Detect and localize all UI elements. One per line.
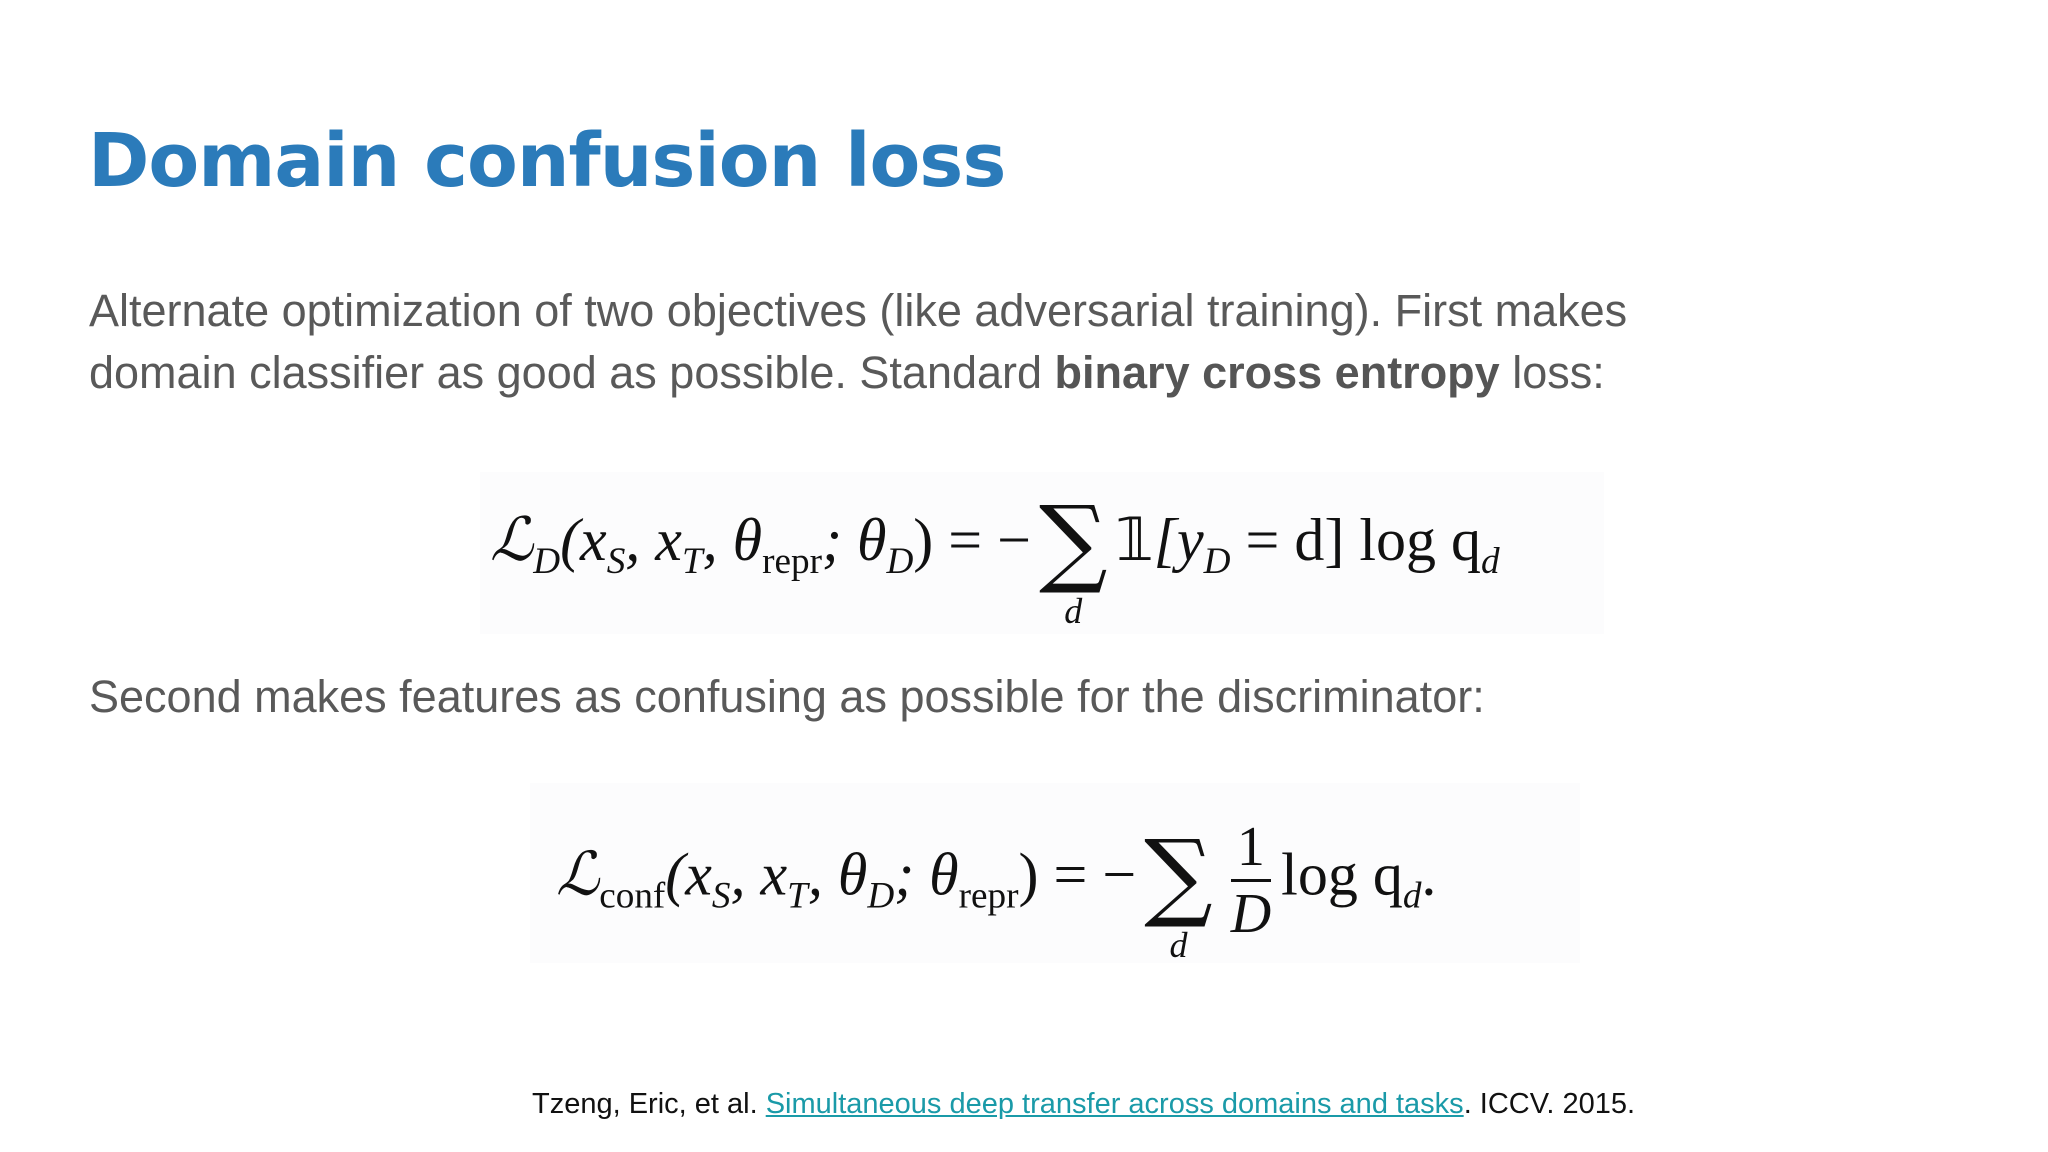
fraction-denominator: D <box>1230 883 1272 945</box>
citation: Tzeng, Eric, et al. Simultaneous deep tr… <box>532 1088 1635 1121</box>
eq1-summation: ∑ d <box>1039 493 1108 631</box>
loss-subscript: D <box>533 541 561 582</box>
citation-venue: . ICCV. 2015. <box>1463 1088 1636 1120</box>
equation-1-background <box>480 472 1604 634</box>
eq1-sub-d: D <box>886 541 914 582</box>
eq1-body-log: = d] log q <box>1230 507 1482 573</box>
eq2-sub-qd: d <box>1402 875 1422 917</box>
loss-symbol: ℒ <box>490 507 534 573</box>
intro-line-2: domain classifier as good as possible. S… <box>89 342 1627 404</box>
bce-emphasis: binary cross entropy <box>1054 347 1500 398</box>
conf-loss-subscript: conf <box>599 875 666 917</box>
eq2-sub-t: T <box>787 875 808 917</box>
eq1-arg-theta: , θ <box>702 507 763 573</box>
eq2-log: log q <box>1281 841 1403 908</box>
eq2-sub-s: S <box>711 875 731 917</box>
eq2-summation: ∑ d <box>1144 827 1213 965</box>
intro-line-2-text: domain classifier as good as possible. S… <box>89 347 1055 398</box>
eq1-sub-s: S <box>606 541 626 582</box>
domain-loss-equation: ℒD(xS, xT, θrepr; θD) = −∑ d 𝟙[yD = d] log… <box>490 493 1500 631</box>
indicator-symbol: 𝟙 <box>1115 505 1154 575</box>
eq2-equals: ) = − <box>1018 841 1137 908</box>
eq2-arg-theta: ; θ <box>894 841 959 908</box>
eq2-arg-xt: , x <box>730 841 788 908</box>
slide-title: Domain confusion loss <box>88 118 1006 204</box>
eq2-arg-x: (x <box>665 841 712 908</box>
sigma-symbol: ∑ <box>1144 819 1213 932</box>
eq1-arg-theta-d: ; θ <box>821 507 887 573</box>
eq1-body-y: [y <box>1153 507 1204 573</box>
eq2-arg-theta-d: , θ <box>807 841 868 908</box>
eq1-sub-t: T <box>681 541 703 582</box>
intro-line-2-end: loss: <box>1499 347 1605 398</box>
eq2-sub-repr: repr <box>958 875 1019 917</box>
intro-paragraph: Alternate optimization of two objectives… <box>89 280 1627 404</box>
citation-authors: Tzeng, Eric, et al. <box>532 1088 766 1120</box>
sigma-symbol: ∑ <box>1038 485 1108 597</box>
eq1-equals: ) = − <box>913 507 1031 573</box>
eq1-body-sub-qd: d <box>1481 541 1500 582</box>
equation-2-background <box>530 783 1580 963</box>
intro-line-1: Alternate optimization of two objectives… <box>89 285 1628 336</box>
eq2-sub-d: D <box>867 875 895 917</box>
second-paragraph: Second makes features as confusing as po… <box>89 671 1485 722</box>
eq1-arg-x: (x <box>560 507 607 573</box>
sum-index: d <box>1169 925 1188 966</box>
eq1-arg-xt: , x <box>625 507 682 573</box>
sum-index: d <box>1064 591 1083 631</box>
paper-link[interactable]: Simultaneous deep transfer across domain… <box>765 1088 1464 1120</box>
eq2-period: . <box>1421 841 1437 908</box>
conf-loss-symbol: ℒ <box>556 841 600 908</box>
fraction-numerator: 1 <box>1230 815 1272 882</box>
eq1-body-sub-d: D <box>1203 541 1231 582</box>
eq1-sub-repr: repr <box>762 541 822 582</box>
